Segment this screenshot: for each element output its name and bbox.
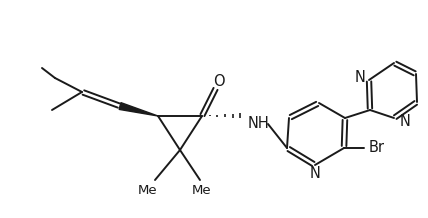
Polygon shape: [119, 103, 158, 116]
Text: NH: NH: [248, 116, 270, 131]
Text: N: N: [354, 70, 366, 85]
Text: Me: Me: [138, 184, 158, 196]
Text: N: N: [400, 114, 410, 128]
Text: O: O: [213, 73, 225, 89]
Text: Br: Br: [369, 140, 385, 155]
Text: Me: Me: [192, 184, 212, 196]
Text: N: N: [309, 167, 321, 182]
